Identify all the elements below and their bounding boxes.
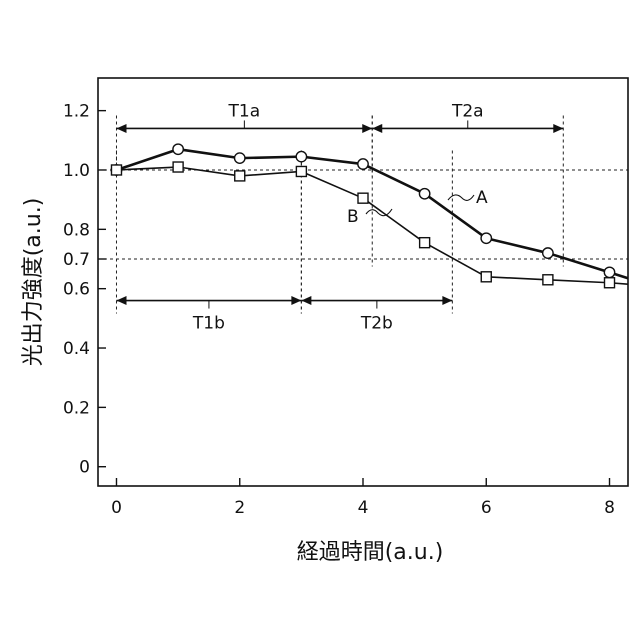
data-point-B — [234, 170, 246, 182]
y-tick-label: 0.6 — [63, 280, 90, 300]
data-point-A — [541, 247, 554, 259]
data-point-B — [357, 192, 369, 204]
data-point-B — [603, 277, 616, 289]
arrow-head — [553, 123, 564, 133]
data-point-A — [295, 150, 308, 163]
series-label-B: B — [347, 207, 359, 227]
series-label-leader-B — [365, 208, 393, 217]
data-point-B — [480, 271, 492, 283]
arrow-head — [116, 296, 127, 306]
series-label-A: A — [476, 188, 488, 208]
data-point-A — [603, 266, 616, 279]
data-point-A — [172, 143, 185, 156]
series-line-A — [116, 147, 628, 280]
y-axis-title: 光出力強度(a.u.) — [21, 198, 46, 367]
y-tick-label: 0.8 — [63, 220, 90, 240]
y-tick-label: 0.7 — [63, 250, 90, 270]
interval-markers — [115, 115, 564, 314]
data-point-B — [295, 165, 308, 178]
annotation-layer: T1a T2a T1b T2b A B — [192, 101, 488, 333]
x-tick-label: 8 — [604, 498, 615, 518]
interval-label-T2a: T2a — [451, 101, 484, 121]
data-point-B — [110, 164, 123, 176]
arrow-head — [291, 296, 302, 306]
data-point-B — [418, 236, 431, 249]
arrow-head — [116, 123, 127, 133]
series-layer — [110, 143, 628, 289]
data-point-A — [480, 232, 493, 245]
arrow-head — [362, 123, 373, 133]
arrow-head — [301, 296, 312, 306]
y-tick-label: 0.4 — [63, 339, 90, 359]
data-point-A — [357, 158, 369, 170]
x-tick-label: 6 — [481, 498, 492, 518]
x-axis-title: 経過時間(a.u.) — [297, 540, 444, 565]
interval-label-T1b: T1b — [192, 314, 225, 334]
data-point-B — [172, 161, 184, 173]
arrow-head — [372, 123, 383, 133]
interval-label-T1a: T1a — [228, 101, 261, 121]
x-tick-label: 4 — [358, 498, 369, 518]
arrow-head — [442, 296, 453, 306]
x-tick-label: 2 — [234, 498, 245, 518]
series-label-leader-A — [447, 194, 475, 201]
y-tick-label: 1.2 — [63, 102, 90, 122]
data-point-B — [542, 274, 554, 286]
y-tick-label: 0.2 — [63, 398, 90, 418]
series-line-B — [116, 166, 628, 286]
y-tick-label: 1.0 — [63, 161, 90, 181]
data-point-A — [418, 187, 431, 200]
series-clip-group — [110, 143, 628, 289]
x-tick-label: 0 — [111, 498, 122, 518]
data-point-A — [233, 152, 246, 165]
x-axis-ticks: 0 2 4 6 8 — [111, 478, 615, 518]
plot-frame — [97, 77, 629, 487]
y-tick-label: 0 — [79, 458, 90, 478]
y-axis-ticks: 0 0.2 0.4 0.6 0.7 0.8 1.0 1.2 — [63, 102, 106, 478]
reference-lines — [98, 169, 628, 260]
interval-label-T2b: T2b — [360, 314, 393, 334]
